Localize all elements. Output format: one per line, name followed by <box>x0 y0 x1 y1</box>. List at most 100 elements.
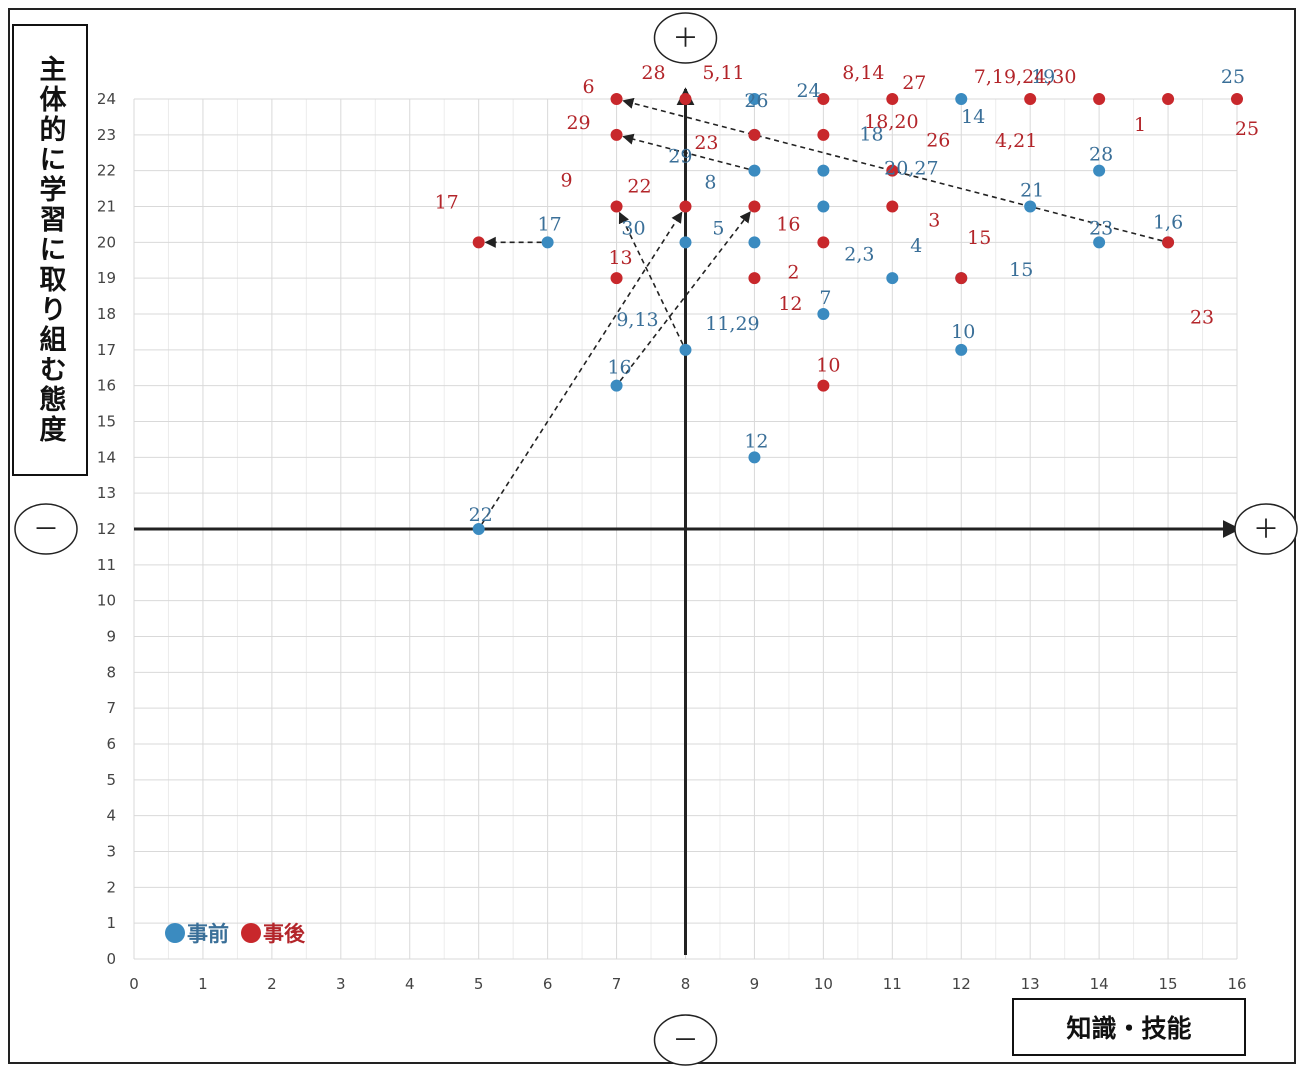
y-tick-label: 11 <box>97 556 116 574</box>
point-before <box>817 200 830 213</box>
quadrant-sign-left: － <box>33 515 59 545</box>
y-tick-label: 8 <box>106 663 116 681</box>
point-label-before: 1,6 <box>1153 211 1183 233</box>
y-tick-label: 9 <box>106 628 116 646</box>
point-label-after: 12 <box>778 293 802 315</box>
x-tick-label: 14 <box>1090 975 1109 993</box>
point-label-before: 16 <box>607 357 631 379</box>
point-label-after: 29 <box>566 112 590 134</box>
point-after <box>679 93 692 105</box>
point-label-before: 28 <box>1089 144 1113 166</box>
point-after <box>679 200 692 213</box>
point-after <box>1093 93 1106 105</box>
x-tick-label: 2 <box>267 975 277 993</box>
point-label-after: 27 <box>902 72 926 94</box>
point-label-after: 28 <box>641 62 665 84</box>
point-label-before: 18 <box>859 124 883 146</box>
point-label-before: 10 <box>951 321 975 343</box>
quadrant-sign-right-circle <box>1234 503 1298 555</box>
y-tick-label: 10 <box>97 592 116 610</box>
x-tick-label: 12 <box>952 975 971 993</box>
x-tick-label: 10 <box>814 975 833 993</box>
point-label-before: 4 <box>910 235 922 257</box>
point-label-after: 3 <box>928 210 940 232</box>
point-after <box>748 128 761 141</box>
point-label-before: 12 <box>744 430 768 452</box>
x-tick-label: 13 <box>1021 975 1040 993</box>
y-tick-label: 7 <box>106 699 116 717</box>
legend-label-before: 事前 <box>187 922 229 946</box>
point-label-before: 29 <box>668 146 692 168</box>
point-label-after: 4,21 <box>995 130 1037 152</box>
x-tick-label: 15 <box>1159 975 1178 993</box>
x-axis-label-box: 知識・技能 <box>1012 998 1246 1056</box>
y-tick-label: 20 <box>97 233 116 251</box>
point-after <box>1162 236 1175 249</box>
point-label-after: 23 <box>694 132 718 154</box>
point-after <box>886 200 899 213</box>
point-label-after: 7,19,24,30 <box>974 66 1077 88</box>
point-label-before: 20,27 <box>884 158 938 180</box>
point-label-after: 18,20 <box>864 111 918 133</box>
x-tick-label: 1 <box>198 975 208 993</box>
legend-marker-before <box>165 923 185 943</box>
point-label-after: 26 <box>926 130 950 152</box>
y-tick-label: 6 <box>106 735 116 753</box>
point-after <box>748 272 761 285</box>
legend-marker-after <box>241 923 261 943</box>
y-tick-label: 1 <box>106 914 116 932</box>
point-after <box>817 379 830 392</box>
x-tick-label: 4 <box>405 975 415 993</box>
y-axis-label: 主体的に学習に取り組む態度 <box>34 55 66 445</box>
quadrant-signs: ＋ － － ＋ <box>14 12 1298 1066</box>
y-tick-label: 13 <box>97 484 116 502</box>
point-before <box>748 451 761 464</box>
point-label-before: 23 <box>1089 217 1113 239</box>
point-after <box>817 128 830 141</box>
y-tick-label: 2 <box>106 878 116 896</box>
point-label-before: 30 <box>621 217 645 239</box>
point-label-before: 5 <box>712 217 724 239</box>
point-after <box>1162 93 1175 105</box>
change-arrow <box>622 97 1163 242</box>
y-tick-label: 18 <box>97 305 116 323</box>
point-label-before: 15 <box>1009 259 1033 281</box>
y-tick-label: 15 <box>97 413 116 431</box>
point-label-after: 15 <box>967 227 991 249</box>
point-after <box>748 200 761 213</box>
change-arrow <box>618 211 684 345</box>
y-tick-label: 0 <box>106 950 116 968</box>
point-label-before: 17 <box>538 213 562 235</box>
point-label-after: 5,11 <box>702 62 744 84</box>
point-label-after: 9 <box>561 170 573 192</box>
point-before <box>1024 200 1037 213</box>
point-before <box>817 164 830 177</box>
point-before <box>817 308 830 320</box>
quadrant-sign-bottom-circle <box>653 1014 718 1066</box>
point-after <box>886 93 899 105</box>
point-before <box>748 236 761 249</box>
x-tick-label: 7 <box>612 975 622 993</box>
y-axis-label-box: 主体的に学習に取り組む態度 <box>12 24 88 476</box>
point-before <box>679 236 692 249</box>
point-after <box>472 236 485 249</box>
quadrant-sign-bottom: － <box>672 1026 698 1056</box>
point-before <box>748 93 761 105</box>
point-label-before: 2,3 <box>844 243 874 265</box>
x-tick-label: 5 <box>474 975 484 993</box>
legend-label-after: 事後 <box>263 922 305 946</box>
point-label-before: 8 <box>704 172 716 194</box>
point-label-after: 22 <box>627 176 651 198</box>
x-tick-label: 9 <box>750 975 760 993</box>
x-axis-label: 知識・技能 <box>1066 1014 1192 1043</box>
chart-frame <box>8 8 1296 1064</box>
y-tick-label: 22 <box>97 162 116 180</box>
point-after <box>1231 93 1243 105</box>
point-before <box>610 379 623 392</box>
point-before <box>1093 164 1106 177</box>
x-tick-label: 11 <box>883 975 902 993</box>
point-before <box>886 272 899 285</box>
point-before <box>748 164 761 177</box>
point-label-before: 9,13 <box>616 309 658 331</box>
